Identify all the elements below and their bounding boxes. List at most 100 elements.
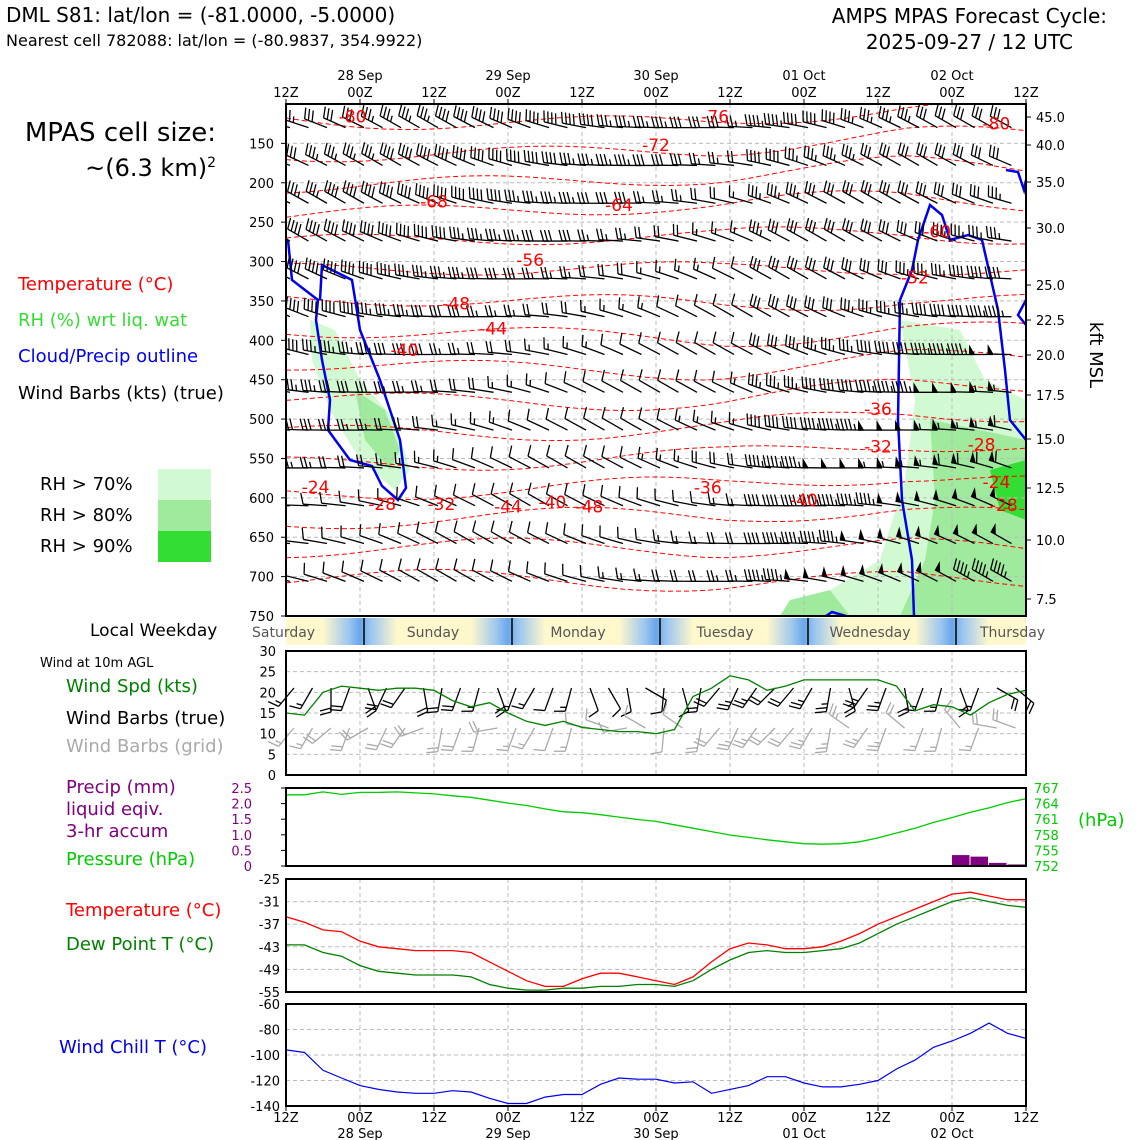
wind-barb-barb: [775, 416, 779, 429]
wind-barb-barb: [755, 222, 760, 235]
wind-barb-half-barb: [733, 226, 736, 234]
wind-barb-barb: [709, 451, 712, 464]
wind-barb-half-barb: [985, 571, 989, 578]
wind-barb-barb: [381, 222, 384, 235]
wind-barb-staff: [635, 201, 661, 204]
wind-barb-barb: [690, 187, 693, 200]
wind-barb-barb: [823, 180, 828, 192]
true-wind-barb-barb: [750, 695, 762, 703]
wind-barb-barb: [488, 267, 493, 279]
wind-barb-barb: [482, 111, 486, 123]
true-wind-barb-half-barb: [965, 705, 972, 708]
wind-barb-barb: [995, 305, 1001, 317]
wind-barb-barb: [811, 531, 816, 543]
wind-barb-barb: [484, 267, 489, 279]
wind-barb-barb: [938, 264, 941, 276]
wind-barb-flag: [821, 566, 828, 578]
kft-tick-label: 35.0: [1036, 176, 1065, 191]
time-tick-label-bottom: 00Z: [347, 1111, 373, 1126]
grid-wind-barb-barb: [380, 743, 392, 749]
wind-barb-half-barb: [535, 196, 538, 203]
wind-barb-barb: [846, 339, 849, 352]
wind-barb-barb: [318, 456, 323, 468]
wind-barb-flag: [951, 488, 958, 500]
wind-barb-half-barb: [602, 572, 604, 579]
true-wind-barb-barb: [329, 708, 342, 712]
true-wind-barb-barb: [747, 698, 759, 706]
wind-barb-barb: [638, 226, 641, 239]
wind-barb-half-barb: [642, 196, 645, 203]
kft-tick-label: 30.0: [1036, 222, 1065, 237]
wind-barb-barb: [441, 108, 446, 121]
wind-barb-barb: [282, 418, 285, 429]
wind-barb-barb: [956, 560, 961, 572]
wind-barb-barb: [525, 373, 528, 385]
wind-barb-half-barb: [796, 343, 799, 351]
wind-barb-staff: [654, 200, 679, 204]
wind-barb-barb: [788, 335, 792, 348]
true-wind-barb-barb: [426, 710, 438, 714]
wind-barb-barb: [636, 115, 641, 128]
wind-barb-staff: [990, 531, 1012, 545]
wind-barb-barb: [936, 223, 939, 235]
grid-wind-barb-staff: [473, 727, 498, 733]
wind-barb-barb: [433, 184, 435, 196]
grid-wind-barb-barb: [302, 736, 313, 744]
windchill-line: [285, 1022, 1027, 1105]
wind-barb-barb: [544, 372, 547, 384]
wind-barb-staff: [583, 455, 605, 469]
wind-barb-staff: [564, 494, 587, 507]
wind-barb-staff: [951, 496, 975, 507]
wind-barb-barb: [658, 154, 664, 166]
wind-barb-barb: [782, 111, 786, 124]
wind-barb-barb: [669, 153, 674, 165]
wind-barb-half-barb: [345, 423, 349, 431]
wind-barb-barb: [823, 256, 827, 268]
temp-contour-label: -64: [605, 196, 633, 216]
wind-barb-half-barb: [945, 348, 949, 355]
wind-barb-barb: [988, 144, 992, 157]
weekday-label: Sunday: [407, 625, 459, 641]
true-wind-barb-barb: [442, 705, 454, 708]
wind-barb-staff: [859, 572, 883, 582]
wind-barb-barb: [730, 256, 735, 268]
wind-barb-barb: [566, 229, 571, 242]
pressure-tick-label: 650: [249, 531, 274, 546]
wind-barb-half-barb: [586, 234, 590, 241]
wind-barb-staff: [379, 569, 402, 582]
wind-barb-barb: [755, 186, 758, 199]
wind-barb-staff: [453, 494, 476, 507]
rh90-swatch: [158, 531, 211, 562]
grid-wind-barb-barb: [996, 709, 999, 722]
wind-barb-half-barb: [608, 159, 612, 166]
wind-barb-barb: [881, 107, 886, 120]
wind-barb-barb: [829, 147, 833, 160]
wind-barb-flag: [932, 418, 939, 429]
wind-barb-barb: [766, 182, 770, 195]
wind-barb-staff: [654, 540, 679, 545]
true-wind-barb-staff: [589, 687, 599, 711]
wind-barb-barb: [784, 146, 787, 158]
temp-contour: [286, 378, 1026, 412]
wind-barb-barb: [893, 301, 896, 313]
wind-barb-staff: [877, 269, 901, 280]
wind-barb-barb: [966, 265, 970, 277]
wind-barb-barb: [794, 113, 797, 126]
wind-barb-staff: [527, 493, 550, 507]
daylight-band: [323, 618, 397, 645]
wind-barb-barb: [392, 416, 397, 429]
wind-barb-barb: [382, 303, 386, 316]
wind-barb-barb: [301, 338, 305, 351]
wind-barb-barb: [971, 558, 976, 570]
wind-barb-barb: [993, 415, 996, 427]
time-tick-label-bottom: 00Z: [791, 1111, 817, 1126]
wind-barb-flag: [876, 420, 883, 431]
wind-barb-staff: [841, 267, 864, 280]
grid-wind-barb-staff: [777, 727, 794, 747]
wind-barb-half-barb: [779, 574, 783, 581]
wind-barb-barb: [312, 184, 317, 196]
grid-wind-barb-barb: [842, 743, 854, 749]
wind-barb-barb: [688, 531, 693, 543]
temp-contour-label: -24: [983, 473, 1011, 493]
wind-barb-barb: [725, 493, 730, 505]
